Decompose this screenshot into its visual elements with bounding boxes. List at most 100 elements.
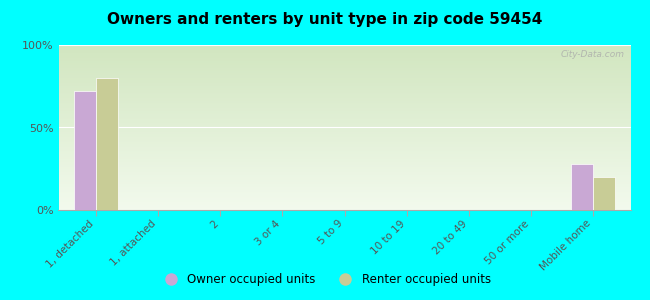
Bar xyxy=(58,81,630,83)
Bar xyxy=(58,70,630,71)
Bar xyxy=(58,119,630,121)
Bar xyxy=(58,182,630,184)
Bar xyxy=(58,103,630,104)
Bar xyxy=(58,149,630,151)
Bar xyxy=(58,151,630,152)
Bar xyxy=(593,177,615,210)
Bar xyxy=(58,177,630,178)
Bar xyxy=(58,85,630,86)
Bar xyxy=(58,99,630,101)
Bar xyxy=(58,48,630,50)
Bar xyxy=(571,164,593,210)
Bar xyxy=(58,174,630,175)
Text: Owners and renters by unit type in zip code 59454: Owners and renters by unit type in zip c… xyxy=(107,12,543,27)
Bar xyxy=(58,170,630,172)
Bar xyxy=(58,152,630,154)
Bar xyxy=(58,52,630,53)
Bar xyxy=(58,109,630,111)
Bar xyxy=(58,154,630,155)
Bar xyxy=(58,96,630,98)
Bar xyxy=(58,65,630,66)
Bar xyxy=(58,50,630,52)
Bar xyxy=(58,80,630,81)
Bar xyxy=(58,118,630,119)
Bar xyxy=(58,144,630,146)
Bar xyxy=(58,172,630,174)
Bar xyxy=(58,157,630,159)
Bar xyxy=(58,137,630,139)
Bar xyxy=(58,116,630,118)
Bar xyxy=(58,175,630,177)
Bar xyxy=(58,147,630,149)
Bar xyxy=(58,169,630,170)
Bar xyxy=(58,164,630,165)
Bar xyxy=(58,98,630,99)
Bar xyxy=(58,185,630,187)
Bar xyxy=(58,122,630,124)
Bar xyxy=(58,178,630,180)
Bar xyxy=(58,192,630,194)
Bar xyxy=(58,195,630,197)
Bar xyxy=(58,63,630,65)
Bar xyxy=(58,141,630,142)
Bar xyxy=(58,187,630,188)
Bar xyxy=(58,160,630,162)
Bar xyxy=(58,104,630,106)
Bar xyxy=(58,108,630,109)
Bar xyxy=(58,190,630,192)
Bar xyxy=(58,89,630,91)
Bar xyxy=(58,112,630,114)
Bar xyxy=(58,101,630,103)
Bar xyxy=(58,111,630,112)
Bar xyxy=(58,45,630,46)
Bar xyxy=(58,159,630,160)
Bar xyxy=(58,68,630,70)
Bar xyxy=(58,188,630,190)
Bar xyxy=(58,60,630,61)
Bar xyxy=(58,165,630,167)
Bar xyxy=(58,197,630,199)
Bar xyxy=(58,124,630,126)
Bar xyxy=(58,207,630,208)
Bar xyxy=(58,55,630,56)
Bar xyxy=(58,142,630,144)
Bar xyxy=(58,180,630,182)
Bar xyxy=(58,53,630,55)
Bar xyxy=(58,71,630,73)
Bar xyxy=(58,194,630,195)
Bar xyxy=(58,86,630,88)
Bar xyxy=(58,131,630,132)
Bar xyxy=(58,126,630,128)
Bar xyxy=(58,94,630,96)
Bar xyxy=(58,88,630,89)
Bar xyxy=(58,121,630,122)
Bar xyxy=(58,128,630,129)
Bar xyxy=(58,56,630,58)
Bar xyxy=(58,162,630,164)
Bar xyxy=(58,58,630,60)
Bar xyxy=(58,114,630,116)
Bar xyxy=(58,76,630,78)
Bar xyxy=(58,205,630,207)
Text: City-Data.com: City-Data.com xyxy=(561,50,625,59)
Bar xyxy=(58,199,630,200)
Bar xyxy=(58,132,630,134)
Bar xyxy=(58,136,630,137)
Bar xyxy=(58,75,630,76)
Bar xyxy=(58,93,630,94)
Bar xyxy=(58,202,630,203)
Bar xyxy=(58,66,630,68)
Bar xyxy=(58,106,630,108)
Bar xyxy=(96,78,118,210)
Bar xyxy=(58,200,630,202)
Bar xyxy=(58,146,630,147)
Bar xyxy=(58,91,630,93)
Bar xyxy=(58,78,630,80)
Bar xyxy=(58,208,630,210)
Bar xyxy=(74,91,96,210)
Bar xyxy=(58,139,630,141)
Bar xyxy=(58,61,630,63)
Bar xyxy=(58,134,630,136)
Bar xyxy=(58,167,630,169)
Bar xyxy=(58,203,630,205)
